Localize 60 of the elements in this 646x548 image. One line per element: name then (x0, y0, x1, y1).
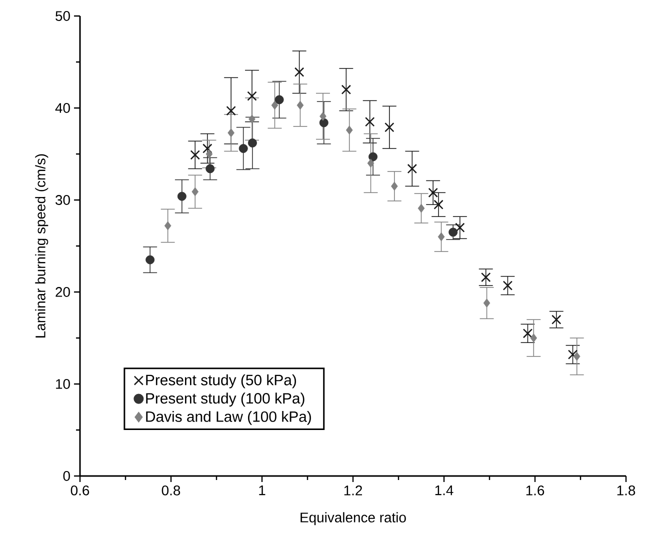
point (341, 84, 352, 94)
point (238, 144, 248, 153)
x-tick-label: 1.4 (435, 486, 454, 496)
point (364, 116, 375, 127)
x-tick-label: 1 (259, 486, 266, 496)
point (320, 112, 326, 121)
point (483, 298, 490, 308)
point (294, 67, 304, 77)
point (434, 200, 444, 210)
point (271, 100, 278, 110)
point (384, 122, 394, 132)
point (346, 126, 353, 135)
point (164, 221, 172, 230)
point (480, 272, 491, 282)
point (390, 182, 398, 191)
point (368, 152, 378, 162)
point (192, 187, 199, 196)
y-tick-label: 40 (55, 103, 70, 113)
point (502, 280, 513, 290)
point (274, 95, 284, 104)
point (177, 192, 186, 201)
legend-label: Present study (100 kPa) (146, 392, 304, 407)
point (248, 138, 257, 148)
point (428, 188, 438, 198)
x-tick-label: 1.6 (526, 485, 544, 496)
point (438, 232, 445, 242)
legend-label: Davis and Law (100 kPa) (146, 410, 311, 425)
point (407, 164, 418, 174)
point (319, 118, 328, 128)
x-tick-label: 0.8 (162, 485, 180, 496)
point (247, 91, 257, 101)
x-tick-label: 1.2 (344, 485, 362, 496)
point (418, 204, 425, 213)
point (455, 222, 465, 232)
point (552, 314, 562, 324)
point (146, 255, 155, 264)
point (190, 150, 200, 160)
point (202, 144, 212, 154)
x-tick-label: 0.6 (70, 485, 90, 496)
y-axis-title: Laminar burning speed (cm/s) (35, 154, 48, 338)
point (367, 158, 374, 168)
legend-label: Present study (50 kPa) (146, 374, 296, 388)
point (568, 350, 578, 360)
point (573, 352, 580, 361)
point (228, 128, 234, 138)
point (226, 106, 236, 116)
y-tick-label: 30 (56, 195, 70, 205)
point (530, 334, 538, 342)
y-tick-label: 20 (56, 287, 70, 297)
point (522, 328, 533, 338)
x-tick-label: 1.8 (617, 485, 636, 496)
point (296, 100, 304, 110)
x-axis-title: Equivalence ratio (300, 512, 406, 526)
point (448, 228, 458, 237)
y-tick-label: 10 (56, 379, 70, 389)
point (206, 150, 213, 158)
y-tick-label: 50 (56, 11, 70, 21)
point (248, 114, 256, 124)
point (206, 164, 215, 174)
y-tick-label: 0 (63, 471, 70, 481)
